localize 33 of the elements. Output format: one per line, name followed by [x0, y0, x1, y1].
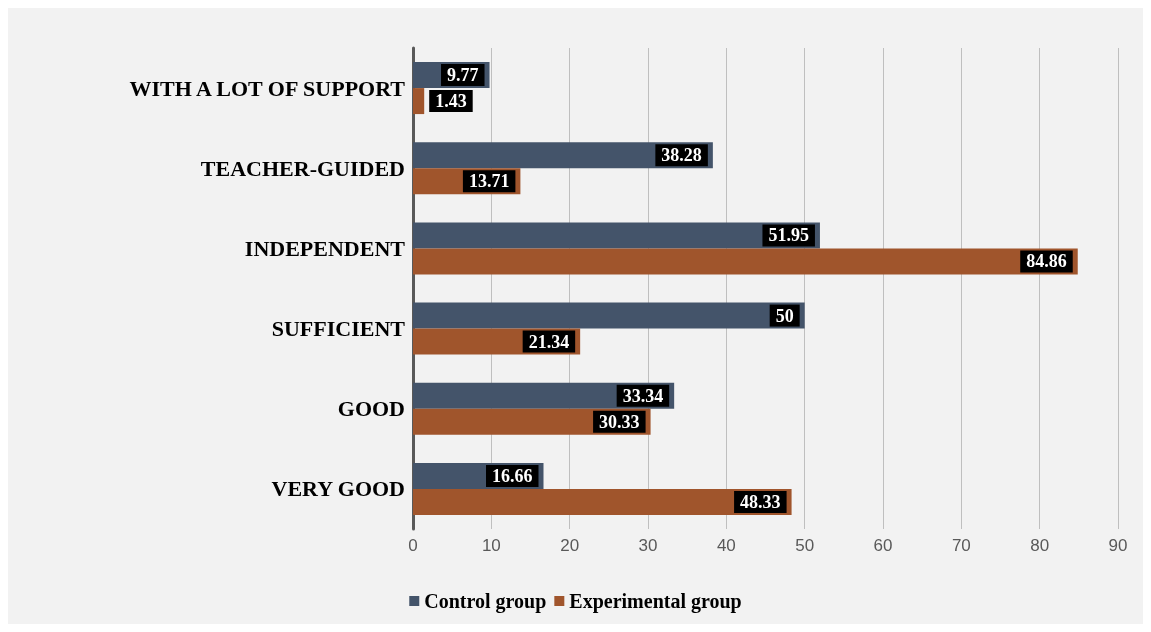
x-tick-label: 10 [481, 536, 501, 555]
x-tick-label: 80 [1030, 536, 1050, 555]
x-tick-label: 60 [873, 536, 893, 555]
legend-label: Control group [424, 590, 547, 613]
x-tick-label: 90 [1108, 536, 1128, 555]
x-tick-label: 70 [951, 536, 971, 555]
data-label: 16.66 [492, 465, 533, 486]
data-label: 9.77 [447, 65, 479, 86]
data-label: 50 [775, 305, 794, 326]
y-tick-label: GOOD [337, 396, 405, 422]
data-label: 1.43 [435, 91, 467, 112]
data-label: 48.33 [740, 491, 781, 512]
y-tick-label: VERY GOOD [271, 476, 405, 502]
bar [413, 248, 1078, 275]
x-tick-label: 0 [408, 536, 418, 555]
data-label: 51.95 [768, 225, 809, 246]
y-tick-label: TEACHER-GUIDED [200, 155, 405, 181]
y-tick-label: INDEPENDENT [244, 235, 406, 261]
x-tick-label: 20 [560, 536, 580, 555]
x-tick-label: 50 [795, 536, 815, 555]
data-label: 84.86 [1026, 251, 1067, 272]
legend-label: Experimental group [569, 590, 742, 613]
y-tick-label: WITH A LOT OF SUPPORT [129, 75, 406, 101]
x-tick-label: 30 [638, 536, 658, 555]
bar [413, 302, 805, 329]
data-label: 13.71 [468, 171, 510, 192]
data-label: 30.33 [599, 411, 640, 432]
data-label: 33.34 [622, 385, 664, 406]
x-tick-label: 40 [716, 536, 736, 555]
data-label: 21.34 [528, 331, 570, 352]
y-tick-label: SUFFICIENT [271, 316, 406, 342]
bar [413, 88, 425, 115]
data-label: 38.28 [661, 145, 702, 166]
